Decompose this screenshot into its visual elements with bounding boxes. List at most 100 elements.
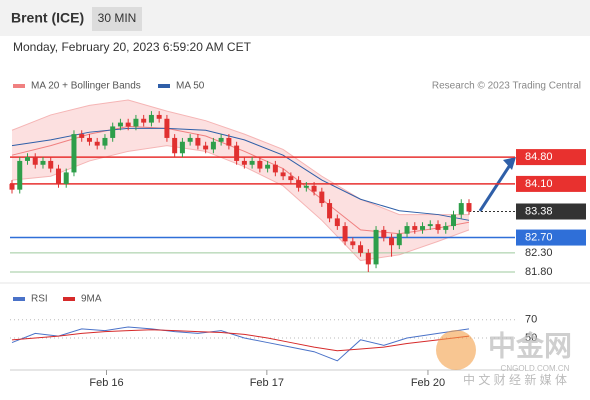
watermark-site: CNGOLD.COM.CN [501,364,570,373]
candle-body [350,241,356,246]
candle-body [451,214,457,227]
candle-body [396,233,402,246]
level-box [516,175,586,192]
candle-body [249,160,255,165]
candle-body [311,185,317,192]
date: Monday, February 20, 2023 6:59:20 AM CET [13,40,252,54]
candle-body [55,168,61,184]
level-box [516,229,586,246]
candle-body [187,137,193,142]
candle-body [327,203,333,219]
candle-body [420,226,426,230]
level-label: 83.38 [525,205,553,217]
instrument: Brent (ICE) [11,10,84,26]
candle-body [296,180,302,188]
level-label: 81.80 [525,266,553,278]
watermark-logo [436,330,476,370]
candle-body [218,137,224,142]
candle-body [272,164,278,173]
candle-body [117,122,123,127]
candle-body [195,137,201,146]
candle-body [257,160,263,169]
candle-body [241,160,247,165]
candle-body [365,252,371,265]
rsi-legend-label: RSI [31,294,48,305]
rsi-tick-label: 50 [525,332,537,344]
rsi-legend-swatch [13,297,25,301]
candle-body [404,226,410,234]
candle-body [319,191,325,204]
bollinger-upper [11,99,469,216]
candle-body [79,134,85,138]
source: Research © 2023 Trading Central [432,81,581,92]
candle-body [86,137,92,142]
x-tick-label: Feb 16 [89,377,123,389]
legend-swatch [13,84,25,88]
candle-body [48,160,54,169]
level-box [516,149,586,166]
candle-body [24,157,30,161]
candle-body [94,141,100,146]
candle-body [226,137,232,146]
candle-body [412,226,418,230]
level-label: 84.10 [525,178,553,190]
candle-body [164,118,170,138]
rsi-line [11,326,470,362]
watermark-name: 中金网 [488,329,572,361]
candle-body [334,218,340,227]
candle-body [288,176,294,181]
candle-body [203,145,209,150]
candle-body [265,164,271,169]
bollinger-fill [12,100,469,261]
candle-body [17,160,23,190]
candle-body [110,126,116,138]
interval: 30 MIN [98,11,137,25]
x-tick-label: Feb 20 [411,377,445,389]
candle-body [32,157,38,165]
arrow-head [503,157,516,170]
level-label: 82.70 [525,231,553,243]
candle-body [210,141,216,150]
level-label: 82.30 [525,247,553,259]
candle-body [148,114,154,123]
legend-swatch [158,84,170,88]
watermark-slogan: 中 文 财 经 新 媒 体 [463,372,567,387]
candle-body [71,134,77,173]
candle-body [427,224,433,227]
candle-body [458,203,464,215]
candle-body [303,185,309,188]
forecast-arrow [478,164,512,212]
candle-body [9,183,15,190]
candle-body [358,245,364,253]
rsi-tick-label: 70 [525,314,537,326]
ma50 [11,127,470,221]
level-label: 84.80 [525,151,553,163]
rsi-line [11,329,470,352]
candle-body [156,114,162,119]
candle-body [133,118,139,127]
candle-body [381,229,387,238]
rsi-legend-swatch [63,297,75,301]
header-bar [0,0,590,36]
candle-body [234,145,240,161]
candle-body [389,237,395,246]
candle-body [172,137,178,154]
candle-body [40,160,46,165]
candle-body [125,122,131,127]
level-box [516,203,586,220]
candle-body [179,141,185,154]
rsi-legend-label: 9MA [81,294,102,305]
candle-body [141,118,147,123]
candle-body [373,229,379,265]
candle-body [443,226,449,230]
candle-body [102,137,108,146]
x-tick-label: Feb 17 [250,377,284,389]
candle-body [435,224,441,230]
candle-body [466,203,472,212]
legend-label: MA 50 [176,81,205,92]
interval-box [92,7,142,31]
candle-body [63,172,69,184]
candle-body [342,226,348,242]
